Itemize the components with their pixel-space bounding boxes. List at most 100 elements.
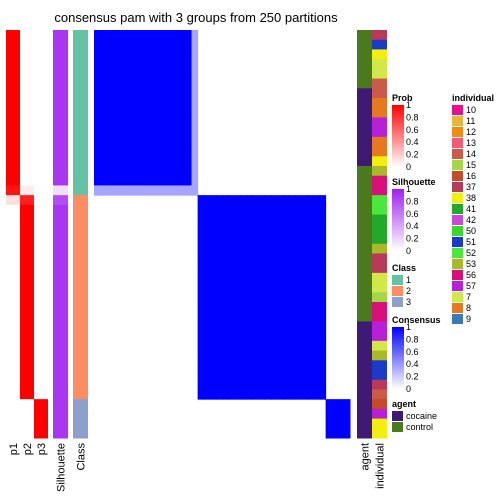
consensus-cell	[161, 175, 168, 186]
silhouette-cell	[53, 243, 68, 254]
consensus-cell	[106, 68, 113, 80]
consensus-cell	[289, 234, 296, 245]
consensus-cell	[148, 136, 156, 148]
consensus-cell	[118, 68, 125, 80]
consensus-cell	[258, 379, 266, 390]
class-cell	[73, 127, 88, 138]
consensus-cell	[94, 30, 101, 41]
consensus-cell	[252, 224, 260, 235]
individual-legend-label: 50	[466, 226, 476, 236]
consensus-cell	[191, 88, 199, 99]
consensus-cell	[124, 185, 132, 196]
consensus-cell	[94, 146, 101, 157]
agent-cell	[357, 282, 372, 293]
consensus-cell	[112, 185, 119, 196]
agent-cell	[357, 360, 372, 371]
consensus-cell	[240, 282, 247, 293]
consensus-cell	[203, 379, 211, 390]
consensus-cell	[258, 224, 266, 235]
p1-cell	[6, 360, 20, 371]
consensus-cell	[100, 156, 107, 167]
silhouette-legend-colorbar	[392, 189, 404, 251]
consensus-cell	[246, 263, 253, 274]
consensus-cell	[154, 49, 162, 60]
consensus-cell	[319, 360, 327, 371]
consensus-cell	[154, 98, 162, 109]
p1-cell	[6, 68, 20, 80]
consensus-cell	[295, 321, 302, 332]
consensus-cell	[246, 195, 253, 206]
consensus-cell	[301, 331, 308, 342]
consensus-cell	[191, 78, 199, 89]
consensus-cell	[282, 302, 290, 313]
consensus-cell	[282, 340, 290, 352]
consensus-cell	[191, 107, 199, 118]
consensus-cell	[209, 350, 217, 361]
consensus-cell	[106, 98, 113, 109]
individual-legend-label: 37	[466, 182, 476, 192]
consensus-cell	[331, 408, 339, 420]
class-cell	[73, 166, 88, 177]
consensus-cell	[203, 282, 211, 293]
p3-cell	[34, 107, 48, 118]
consensus-cell	[264, 282, 272, 293]
class-cell	[73, 263, 88, 274]
consensus-cell	[173, 146, 180, 157]
consensus-cell	[197, 302, 205, 313]
consensus-cell	[209, 263, 217, 274]
consensus-cell	[295, 253, 302, 264]
consensus-cell	[234, 195, 241, 206]
consensus-cell	[191, 146, 199, 157]
consensus-cell	[289, 272, 296, 284]
consensus-cell	[313, 379, 321, 390]
consensus-cell	[240, 360, 247, 371]
p2-cell	[20, 39, 34, 50]
consensus-cell	[173, 98, 180, 109]
consensus-cell	[118, 88, 125, 99]
consensus-cell	[295, 379, 302, 390]
consensus-cell	[154, 156, 162, 167]
consensus-cell	[179, 127, 186, 138]
consensus-cell	[179, 136, 186, 148]
consensus-cell	[167, 175, 174, 186]
silhouette-cell	[53, 302, 68, 313]
silhouette-cell	[53, 282, 68, 293]
consensus-cell	[270, 195, 278, 206]
consensus-cell	[325, 428, 333, 439]
silhouette-cell	[53, 428, 68, 439]
individual-cell	[372, 263, 387, 274]
consensus-cell	[343, 408, 351, 420]
individual-legend-swatch	[452, 204, 463, 214]
consensus-cell	[106, 156, 113, 167]
p1-cell	[6, 253, 20, 264]
consensus-cell	[246, 360, 253, 371]
individual-cell	[372, 30, 387, 41]
consensus-cell	[264, 370, 272, 381]
individual-legend-label: 11	[466, 116, 475, 126]
consensus-cell	[136, 78, 144, 89]
consensus-cell	[252, 272, 260, 284]
consensus-cell	[246, 272, 253, 284]
consensus-cell	[228, 195, 235, 206]
silhouette-cell	[53, 399, 68, 410]
consensus-cell	[313, 263, 321, 274]
consensus-cell	[209, 302, 217, 313]
consensus-cell	[258, 389, 266, 400]
consensus-cell	[215, 370, 223, 381]
consensus-cell	[276, 340, 284, 352]
consensus-cell	[179, 39, 186, 50]
consensus-cell	[234, 302, 241, 313]
consensus-cell	[209, 253, 217, 264]
silhouette-cell	[53, 234, 68, 245]
prob-legend-colorbar	[392, 105, 404, 167]
consensus-cell	[136, 166, 144, 177]
consensus-cell	[343, 399, 351, 410]
consensus-cell	[258, 214, 266, 225]
consensus-cell	[295, 195, 302, 206]
class-cell	[73, 350, 88, 361]
consensus-cell	[130, 78, 138, 89]
p1-cell	[6, 321, 20, 332]
consensus-cell	[185, 39, 193, 50]
consensus-cell	[264, 263, 272, 274]
consensus-cell	[203, 214, 211, 225]
